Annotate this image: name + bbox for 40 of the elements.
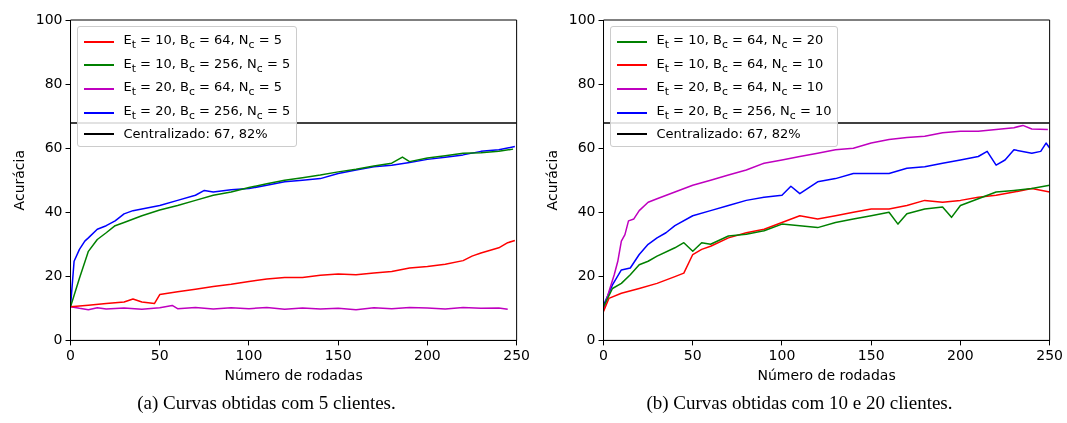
y-tick-label: 20 — [44, 266, 63, 283]
legend-label: E$_{t}$ = 20, B$_{c}$ = 256, N$_{c}$ = 10 — [656, 101, 832, 124]
text: (b) Curvas obtidas com 10 e 20 clientes. — [645, 392, 954, 414]
y-tick-label: 60 — [44, 138, 63, 155]
x-tick-label: 150 — [324, 347, 352, 364]
x-tick-label: 100 — [235, 347, 263, 364]
x-tick-label: 250 — [1036, 347, 1064, 364]
y-tick-label: 0 — [53, 331, 63, 348]
x-tick-label: 200 — [947, 347, 974, 364]
text: (a) Curvas obtidas com 5 clientes. — [136, 392, 397, 414]
y-tick-label: 0 — [586, 331, 596, 348]
y-tick-label: 60 — [577, 138, 596, 155]
y-tick-label: 100 — [35, 10, 63, 27]
x-tick-label: 200 — [414, 347, 441, 364]
legend-label: E$_{t}$ = 20, B$_{c}$ = 64, N$_{c}$ = 5 — [123, 78, 282, 100]
x-tick-label: 0 — [66, 347, 75, 364]
y-tick-label: 20 — [577, 266, 596, 283]
legend-label: E$_{t}$ = 10, B$_{c}$ = 64, N$_{c}$ = 20 — [656, 31, 824, 53]
x-tick-label: 50 — [150, 347, 169, 364]
y-tick-label: 80 — [577, 74, 596, 91]
legend-label: E$_{t}$ = 20, B$_{c}$ = 256, N$_{c}$ = 5 — [123, 101, 291, 124]
y-axis-title: Acurácia — [544, 150, 561, 211]
x-tick-label: 100 — [768, 347, 796, 364]
y-tick-label: 40 — [577, 202, 596, 219]
x-tick-label: 50 — [683, 347, 702, 364]
y-axis-title: Acurácia — [11, 150, 28, 211]
legend-label: E$_{t}$ = 10, B$_{c}$ = 64, N$_{c}$ = 10 — [656, 54, 824, 77]
y-tick-label: 80 — [44, 74, 63, 91]
legend-label: Centralizado: 67, 82% — [123, 125, 268, 144]
y-tick-label: 100 — [568, 10, 596, 27]
legend-label: E$_{t}$ = 10, B$_{c}$ = 64, N$_{c}$ = 5 — [123, 31, 282, 53]
x-tick-label: 150 — [857, 347, 885, 364]
legend-label: E$_{t}$ = 10, B$_{c}$ = 256, N$_{c}$ = 5 — [123, 54, 291, 77]
x-axis-title: Número de rodadas — [224, 367, 363, 384]
x-axis-title: Número de rodadas — [757, 367, 896, 384]
y-tick-label: 40 — [44, 202, 63, 219]
x-tick-label: 250 — [503, 347, 531, 364]
x-tick-label: 0 — [599, 347, 608, 364]
legend-label: Centralizado: 67, 82% — [656, 125, 801, 144]
legend-label: E$_{t}$ = 20, B$_{c}$ = 64, N$_{c}$ = 10 — [656, 78, 824, 100]
